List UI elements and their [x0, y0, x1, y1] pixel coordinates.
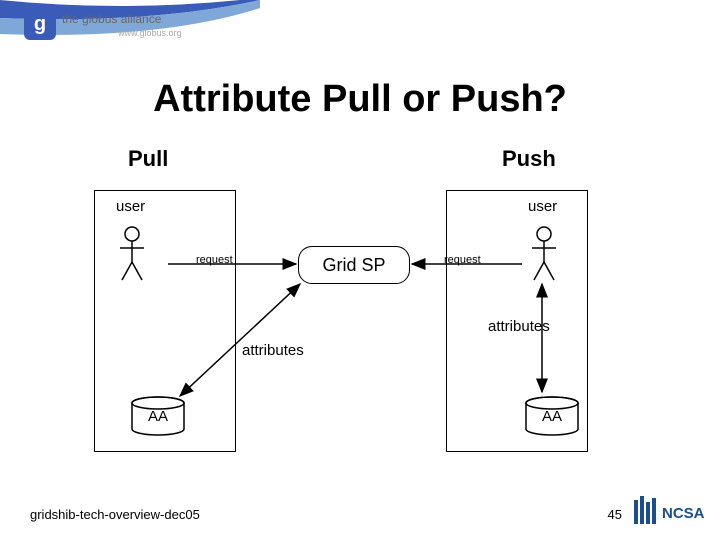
label-attributes-right: attributes — [488, 318, 550, 335]
heading-pull: Pull — [128, 146, 168, 172]
label-aa-right: AA — [524, 408, 580, 425]
logo-url: www.globus.org — [118, 28, 182, 38]
user-icon-right — [526, 226, 562, 282]
label-user-left: user — [116, 198, 145, 215]
logo-text: the globus alliance — [62, 12, 161, 26]
heading-push: Push — [502, 146, 556, 172]
footer-page-number: 45 — [608, 507, 622, 522]
grid-sp-label: Grid SP — [322, 255, 385, 276]
label-attributes-left: attributes — [242, 342, 304, 359]
footer-filename: gridshib-tech-overview-dec05 — [30, 507, 200, 522]
slide-title: Attribute Pull or Push? — [0, 78, 720, 121]
label-aa-left: AA — [130, 408, 186, 425]
ncsa-logo-icon: NCSA — [632, 494, 704, 530]
label-user-right: user — [528, 198, 557, 215]
user-icon-left — [114, 226, 150, 282]
label-request-left: request — [196, 254, 233, 266]
logo-g-icon: g — [24, 8, 56, 40]
label-request-right: request — [444, 254, 481, 266]
grid-sp-node: Grid SP — [298, 246, 410, 284]
svg-text:NCSA: NCSA — [662, 505, 704, 522]
globus-logo: g the globus alliance www.globus.org — [0, 0, 260, 54]
